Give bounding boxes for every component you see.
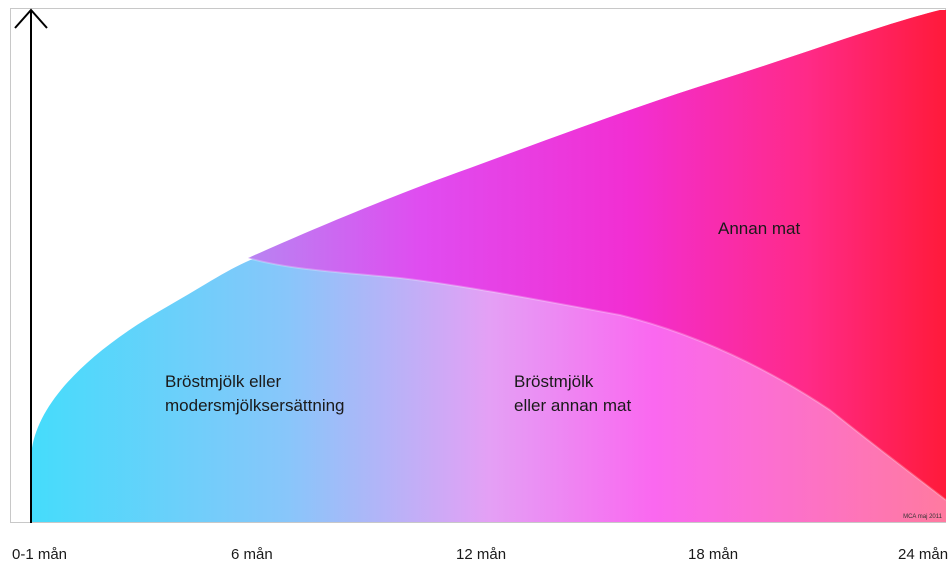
x-tick-0: 0-1 mån (12, 546, 68, 563)
boundary-line (247, 257, 947, 501)
y-axis-arrowhead (14, 8, 48, 29)
area-other-food (248, 10, 946, 500)
label-other-food: Annan mat (718, 219, 801, 238)
x-tick-1: 6 mån (231, 546, 273, 563)
label-breastmilk-or-other-food: Bröstmjölk eller annan mat (514, 372, 632, 415)
x-tick-4: 24 mån (898, 546, 948, 563)
x-tick-3: 18 mån (688, 546, 739, 563)
x-tick-2: 12 mån (456, 546, 507, 563)
label-breastmilk-or-formula: Bröstmjölk eller modersmjölksersättning (165, 372, 345, 415)
credit-note: MCA maj 2011 (903, 514, 942, 520)
